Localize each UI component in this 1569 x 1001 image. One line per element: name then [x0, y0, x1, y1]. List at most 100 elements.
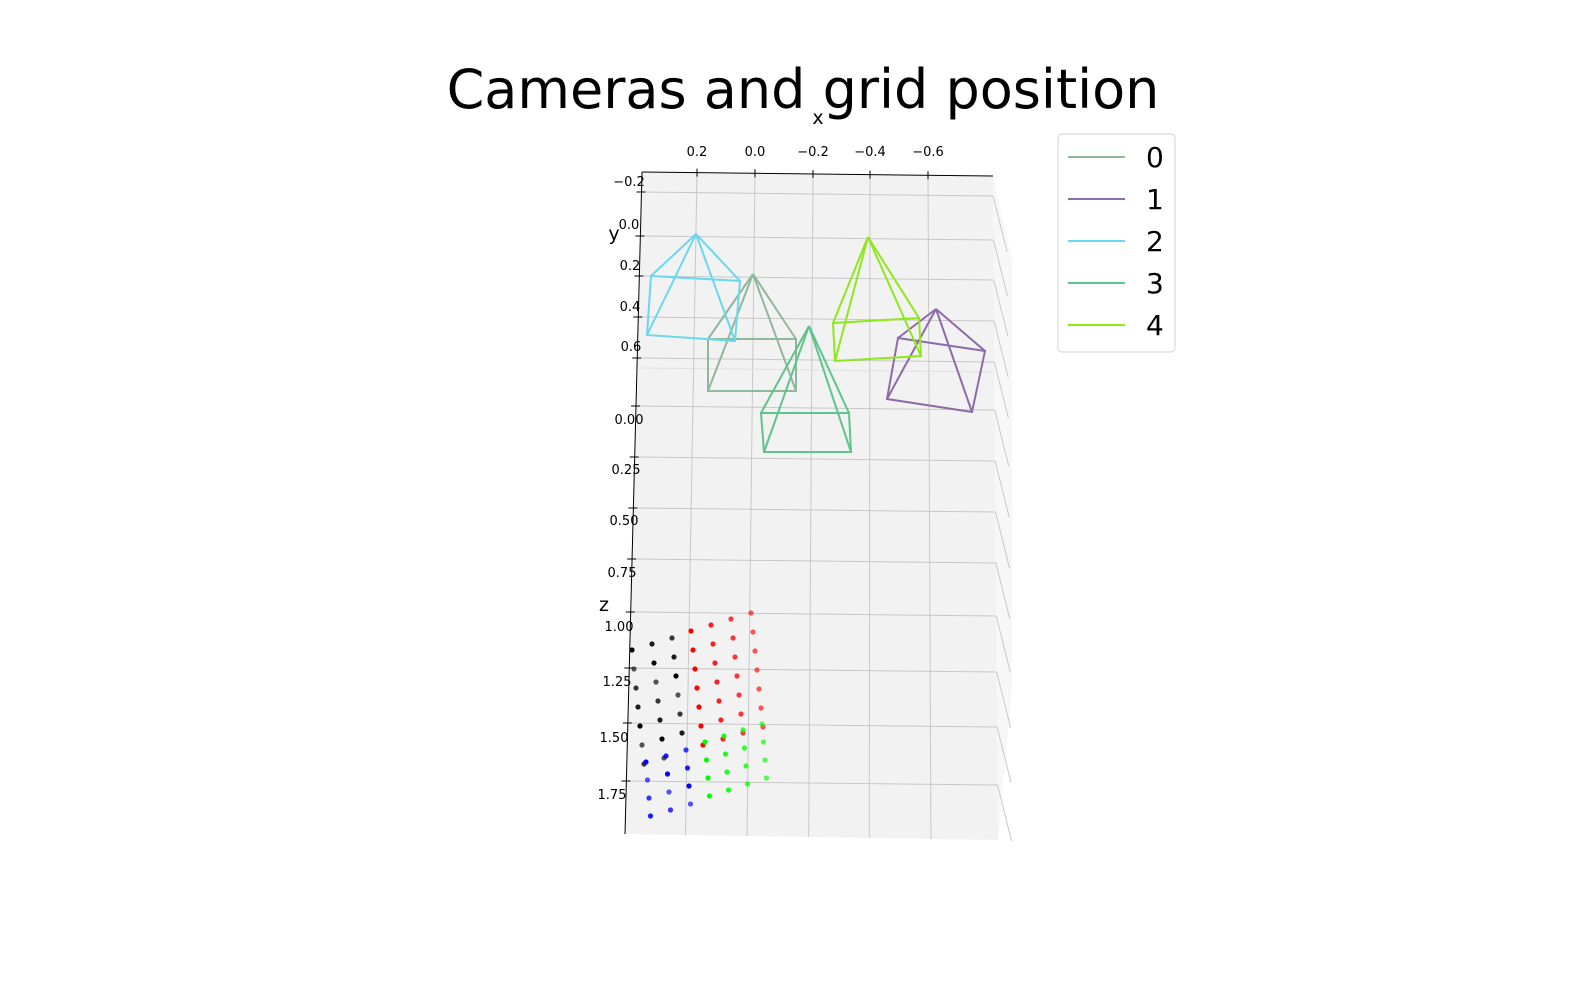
grid-point: [716, 698, 722, 704]
grid-point: [724, 769, 730, 775]
grid-point: [651, 660, 657, 666]
grid-point: [646, 795, 652, 801]
grid-point: [762, 757, 768, 763]
grid-point: [740, 727, 746, 733]
grid-point: [748, 610, 754, 616]
grid-point: [629, 647, 635, 653]
grid-point: [752, 648, 758, 654]
grid-point: [675, 692, 681, 698]
grid-point: [671, 654, 677, 660]
grid-point: [684, 765, 691, 771]
grid-line-yz: [637, 357, 995, 363]
grid-line-x: [746, 173, 756, 836]
grid-point: [659, 736, 665, 742]
grid-point: [732, 654, 738, 660]
grid-line-yz: [626, 780, 998, 786]
side-grid-line: [996, 726, 1012, 784]
camera-edge: [752, 273, 797, 392]
grid-point: [743, 763, 749, 769]
y-axis-label: y: [608, 223, 619, 245]
side-grid-line: [997, 784, 1013, 842]
x-tick-label: −0.2: [797, 145, 829, 160]
side-grid-line: [992, 239, 1008, 297]
grid-line-yz: [641, 191, 994, 197]
grid-point: [721, 733, 727, 739]
camera-edge: [834, 236, 869, 362]
grid-point: [655, 698, 661, 704]
yz-axis-line: [624, 171, 643, 835]
legend-entry: 2: [1068, 225, 1164, 258]
z-tick-label: 1.50: [600, 731, 629, 746]
camera-edge: [867, 236, 920, 319]
grid-point: [738, 711, 744, 717]
grid-point: [750, 629, 756, 635]
camera-1: [885, 308, 987, 414]
camera-edge: [832, 236, 869, 324]
grid-line-yz: [627, 722, 998, 728]
grid-line-yz: [638, 316, 995, 322]
camera-4: [831, 236, 923, 363]
y-tick-label: 0.0: [619, 218, 640, 233]
side-grid-line: [993, 279, 1009, 337]
grid-point: [679, 730, 685, 736]
legend-label: 3: [1146, 267, 1164, 300]
z-tick-label: 0.50: [610, 514, 639, 529]
side-grid-line: [993, 361, 1009, 419]
grid-point: [722, 751, 729, 757]
grid-points: [629, 610, 770, 819]
grid-point: [698, 723, 704, 729]
grid-point: [708, 622, 714, 628]
camera-pyramids: [645, 233, 987, 453]
side-grid-line: [993, 320, 1009, 378]
camera-edge: [760, 325, 810, 414]
grid-point: [734, 673, 740, 679]
camera-edge: [935, 308, 986, 352]
grid-line-yz: [634, 456, 996, 462]
z-tick-label: 1.75: [598, 788, 627, 803]
legend: 0 1 2 3 4: [1057, 133, 1176, 353]
grid-point: [763, 775, 770, 781]
grid-point: [649, 641, 655, 647]
y-tick-label: 0.2: [620, 259, 641, 274]
y-tick-label: 0.4: [620, 300, 641, 315]
grid-line-yz: [639, 275, 994, 281]
side-grid-line: [996, 671, 1012, 729]
x-tick-labels: 0.2 0.0 −0.2 −0.4 −0.6: [687, 145, 944, 160]
grid-point: [631, 666, 637, 672]
grid-point: [663, 753, 669, 759]
tick-marks: [621, 168, 929, 782]
legend-entries: 0 1 2 3 4: [1068, 141, 1164, 342]
grid-point: [669, 635, 675, 641]
grid-point: [657, 717, 663, 723]
grid-lines: [626, 172, 1013, 842]
grid-line-x: [868, 174, 871, 838]
axes-panes: [625, 172, 1012, 840]
side-pane: [993, 176, 1012, 840]
legend-label: 1: [1146, 183, 1164, 216]
grid-point: [633, 685, 639, 691]
side-grid-line: [994, 460, 1010, 518]
grid-point: [690, 647, 696, 653]
camera-edge: [763, 325, 810, 453]
grid-point: [635, 704, 641, 710]
grid-point: [725, 787, 732, 793]
legend-label: 2: [1146, 225, 1164, 258]
x-axis-label: x: [812, 107, 823, 129]
grid-point: [736, 692, 742, 698]
grid-line-yz: [630, 611, 997, 617]
z-tick-label: 0.75: [608, 566, 637, 581]
grid-point: [730, 635, 736, 641]
z-tick-label: 0.25: [612, 463, 641, 478]
x-tick-label: −0.6: [912, 145, 944, 160]
grid-point: [702, 739, 708, 745]
camera-3: [759, 325, 853, 453]
legend-label: 0: [1146, 141, 1164, 174]
grid-point: [718, 717, 724, 723]
legend-entry: 0: [1068, 141, 1164, 174]
grid-line-yz: [629, 667, 997, 673]
grid-point: [664, 771, 671, 777]
camera-edge: [650, 233, 697, 277]
side-grid-line: [995, 615, 1011, 673]
camera-2: [645, 233, 742, 343]
